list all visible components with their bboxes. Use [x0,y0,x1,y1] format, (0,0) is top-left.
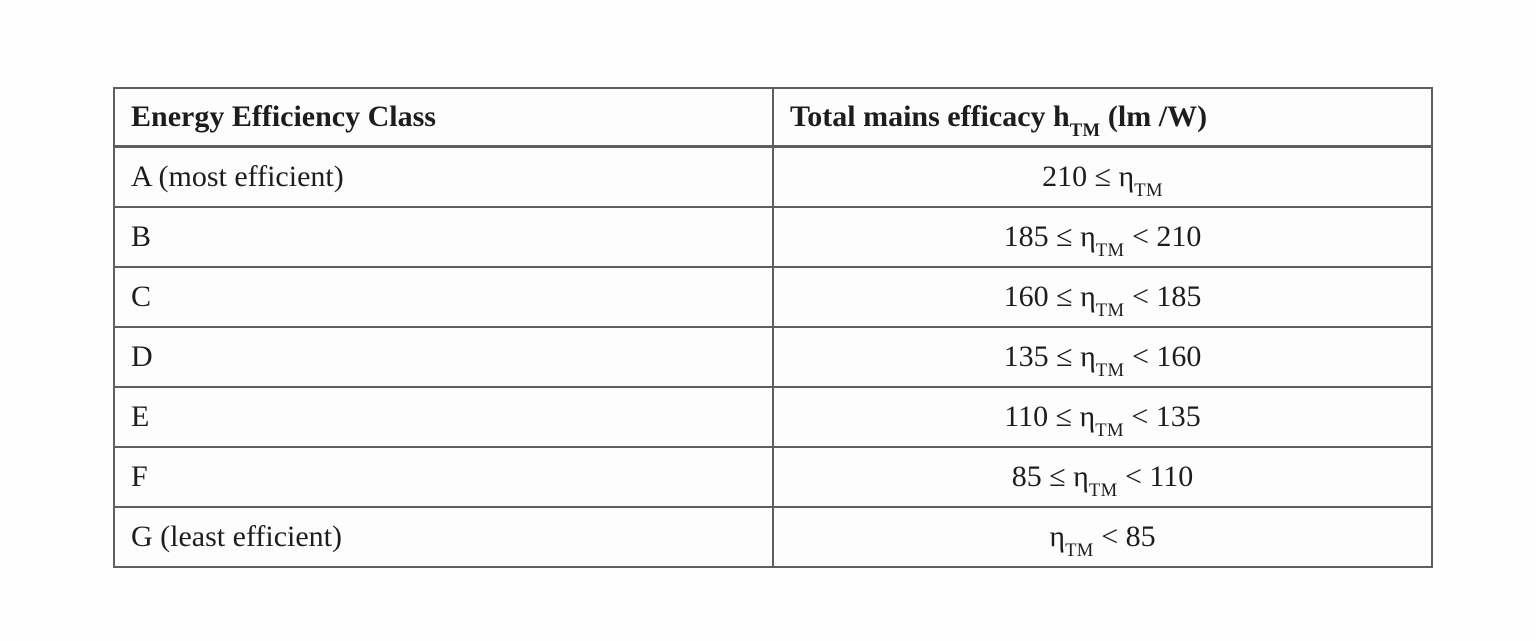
efficacy-value-cell: 160 ≤ ηTM < 185 [772,265,1433,328]
header-row: Energy Efficiency Class Total mains effi… [113,87,1433,148]
efficiency-class-cell: E [113,385,774,448]
efficacy-upper-bound: < 85 [1093,519,1156,553]
efficacy-value: 110 ≤ η [1004,399,1096,433]
table-row: B 185 ≤ ηTM < 210 [113,205,1433,268]
header-tm-subscript: TM [1069,120,1101,142]
efficacy-upper-bound: < 210 [1124,219,1202,253]
efficiency-class-cell: B [113,205,774,268]
efficiency-class-cell: C [113,265,774,328]
eta-tm-subscript: TM [1065,540,1094,562]
eta-tm-subscript: TM [1095,239,1125,261]
header-efficacy-unit: (lm /W) [1100,100,1208,133]
efficacy-value-cell: 85 ≤ ηTM < 110 [772,445,1433,508]
efficacy-value: 185 ≤ η [1003,219,1096,253]
efficacy-value-cell: ηTM < 85 [772,505,1433,569]
efficacy-value: 160 ≤ η [1003,279,1096,313]
header-energy-efficiency-class: Energy Efficiency Class [113,87,774,148]
eta-tm-subscript: TM [1095,420,1124,442]
efficacy-upper-bound: < 135 [1123,399,1201,433]
efficiency-class-cell: F [113,445,774,508]
efficiency-class-cell: A (most efficient) [113,145,774,208]
energy-efficiency-table: Energy Efficiency Class Total mains effi… [113,87,1433,569]
table-row: F 85 ≤ ηTM < 110 [113,445,1433,508]
eta-tm-subscript: TM [1088,480,1118,502]
eta-tm-subscript: TM [1095,300,1125,321]
efficacy-upper-bound: < 160 [1124,339,1202,373]
table-row: C 160 ≤ ηTM < 185 [113,265,1433,328]
efficiency-class-cell: D [113,325,774,388]
efficacy-value: η [1049,519,1066,553]
table-row: G (least efficient) ηTM < 85 [113,505,1433,569]
efficacy-upper-bound: < 110 [1117,459,1194,493]
efficacy-value: 135 ≤ η [1003,339,1096,373]
table-row: A (most efficient) 210 ≤ ηTM [113,145,1433,208]
efficacy-value-cell: 110 ≤ ηTM < 135 [772,385,1433,448]
efficacy-upper-bound: < 185 [1124,279,1202,313]
efficacy-value-cell: 135 ≤ ηTM < 160 [772,325,1433,388]
eta-tm-subscript: TM [1134,180,1163,202]
efficacy-value: 85 ≤ η [1011,459,1089,493]
header-efficacy-text: Total mains efficacy h [790,100,1070,133]
efficacy-value-cell: 185 ≤ ηTM < 210 [772,205,1433,268]
efficacy-value-cell: 210 ≤ ηTM [772,145,1433,208]
header-total-mains-efficacy: Total mains efficacy hTM (lm /W) [772,87,1433,148]
efficacy-value: 210 ≤ η [1042,159,1135,193]
eta-tm-subscript: TM [1095,360,1125,382]
efficiency-class-cell: G (least efficient) [113,505,774,569]
table-row: E 110 ≤ ηTM < 135 [113,385,1433,448]
table-row: D 135 ≤ ηTM < 160 [113,325,1433,388]
